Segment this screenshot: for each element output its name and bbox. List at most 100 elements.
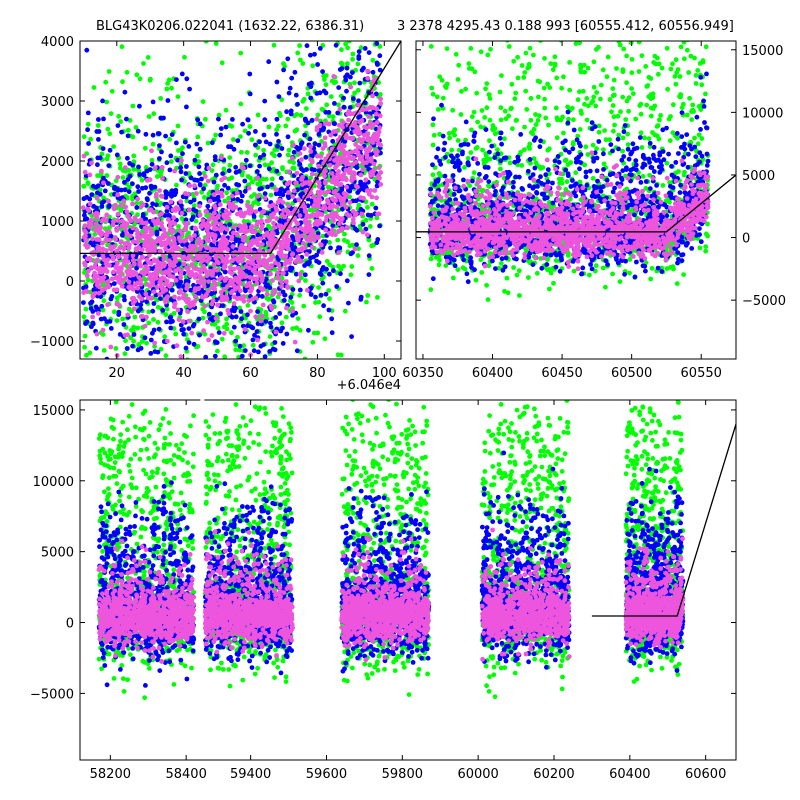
data-point-blue <box>175 157 181 163</box>
data-point-blue <box>86 233 92 239</box>
data-point-blue <box>176 261 182 267</box>
data-point-blue <box>119 187 124 193</box>
data-point-green <box>162 334 168 340</box>
data-point-pink <box>300 203 305 209</box>
data-point-green <box>109 88 115 94</box>
data-point-pink <box>258 236 263 242</box>
data-point-pink <box>230 244 236 249</box>
data-point-blue <box>295 101 300 107</box>
data-point-blue <box>348 74 353 80</box>
data-point-pink <box>113 264 119 270</box>
data-point-pink <box>191 302 196 308</box>
data-point-pink <box>149 148 154 154</box>
data-point-pink <box>247 205 253 210</box>
data-point-pink <box>218 221 224 227</box>
data-point-blue <box>245 323 251 329</box>
data-point-green <box>578 68 584 74</box>
y-tick-label: 4000 <box>41 35 74 50</box>
data-point-pink <box>154 271 160 277</box>
data-point-green <box>111 309 117 315</box>
data-point-blue <box>168 325 174 331</box>
data-point-pink <box>160 253 166 258</box>
data-point-blue <box>125 155 130 161</box>
data-point-green <box>644 102 650 108</box>
data-point-blue <box>85 127 90 133</box>
data-point-pink <box>128 233 133 239</box>
data-point-pink <box>331 189 337 195</box>
data-point-pink <box>331 129 337 135</box>
data-point-blue <box>279 146 285 151</box>
data-point-blue <box>347 105 353 110</box>
data-point-green <box>114 318 120 323</box>
data-point-pink <box>206 165 212 171</box>
data-point-blue <box>138 302 144 308</box>
data-point-blue <box>188 199 194 205</box>
data-point-blue <box>124 116 129 122</box>
data-point-pink <box>183 191 188 196</box>
data-point-green <box>134 72 140 78</box>
data-point-pink <box>176 317 182 322</box>
data-point-pink <box>364 232 370 238</box>
data-point-green <box>117 165 123 171</box>
data-point-pink <box>100 327 106 333</box>
data-point-blue <box>96 137 101 142</box>
data-point-blue <box>341 95 346 101</box>
data-point-pink <box>159 165 165 170</box>
data-point-pink <box>207 198 213 204</box>
data-point-pink <box>157 212 163 218</box>
data-point-blue <box>340 206 345 212</box>
data-point-pink <box>331 214 337 220</box>
data-point-pink <box>162 242 168 248</box>
data-point-green <box>693 81 699 86</box>
data-point-pink <box>280 270 285 276</box>
data-point-pink <box>143 291 149 297</box>
data-point-pink <box>202 303 208 309</box>
data-point-blue <box>326 110 332 115</box>
data-point-pink <box>365 75 371 81</box>
data-point-pink <box>224 254 230 260</box>
data-point-blue <box>174 140 179 146</box>
data-point-pink <box>298 258 304 264</box>
data-point-pink <box>197 274 203 279</box>
data-point-blue <box>220 303 226 308</box>
data-point-blue <box>274 131 279 137</box>
data-point-blue <box>274 230 280 236</box>
data-point-green <box>106 69 112 74</box>
data-point-pink <box>152 245 158 251</box>
data-point-pink <box>200 221 206 227</box>
data-point-blue <box>128 229 134 235</box>
data-point-blue <box>130 181 135 187</box>
data-point-pink <box>192 183 197 189</box>
data-point-green <box>358 45 364 51</box>
data-point-pink <box>120 251 126 257</box>
data-point-pink <box>152 340 158 346</box>
data-point-green <box>223 107 229 113</box>
data-point-green <box>365 205 370 210</box>
data-point-green <box>182 54 187 60</box>
data-point-green <box>139 177 145 183</box>
data-point-blue <box>331 268 336 274</box>
data-point-pink <box>157 188 163 194</box>
data-point-green <box>618 109 623 115</box>
data-point-pink <box>256 253 262 258</box>
data-point-pink <box>185 309 190 314</box>
data-point-blue <box>93 345 99 351</box>
data-point-green <box>321 73 327 79</box>
data-point-green <box>355 253 361 258</box>
data-point-green <box>271 42 277 48</box>
data-point-pink <box>201 328 207 334</box>
data-point-blue <box>97 191 103 197</box>
data-point-pink <box>213 282 219 288</box>
data-point-blue <box>188 287 194 293</box>
data-point-pink <box>152 165 158 171</box>
data-point-green <box>290 165 296 171</box>
data-point-pink <box>308 149 314 154</box>
data-point-pink <box>151 240 157 246</box>
data-point-blue <box>218 132 224 138</box>
data-point-pink <box>275 275 281 281</box>
data-point-pink <box>377 113 383 119</box>
data-point-green <box>507 160 513 166</box>
data-point-pink <box>369 138 374 144</box>
data-point-blue <box>294 348 300 354</box>
data-point-blue <box>273 191 279 197</box>
